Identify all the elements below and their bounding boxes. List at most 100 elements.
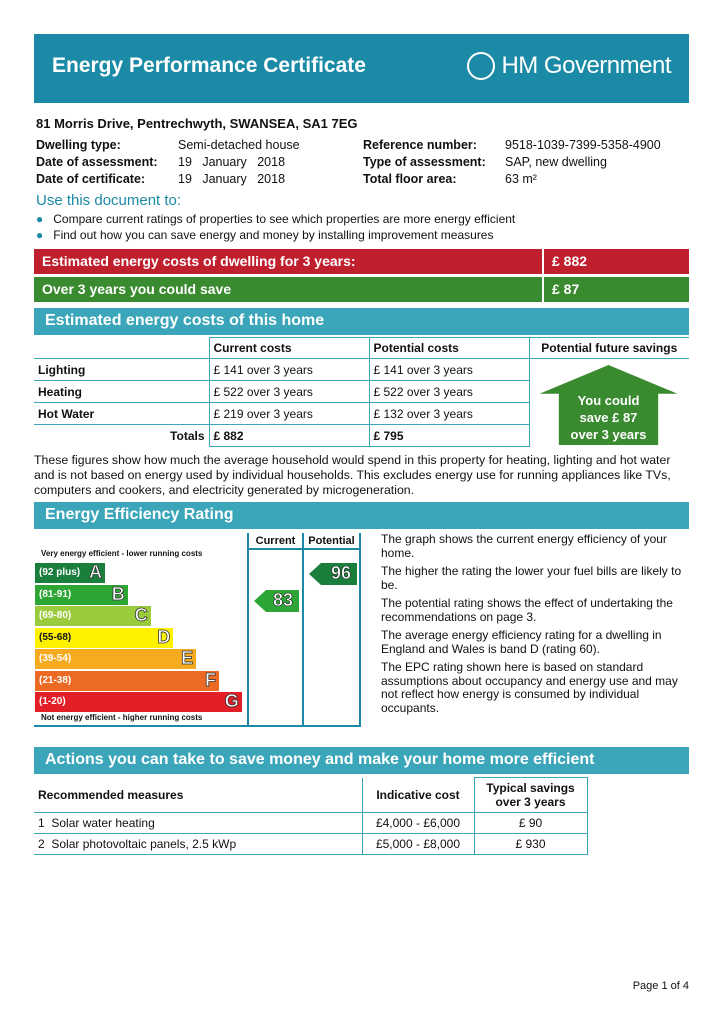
bullet-text: Find out how you can save energy and mon…	[53, 228, 494, 242]
row-label: Hot Water	[34, 402, 210, 425]
current-cost: £ 522 over 3 years	[208, 380, 370, 403]
band-letter: F	[205, 669, 217, 690]
energy-rating-chart: Current Potential Very energy efficient …	[34, 533, 364, 728]
band-letter: A	[89, 562, 103, 583]
section-heading-rating: Energy Efficiency Rating	[34, 502, 689, 529]
measure: Solar photovoltaic panels, 2.5 kWp	[51, 837, 237, 851]
details-right: Reference number: 9518-1039-7399-5358-490…	[363, 137, 661, 188]
header-potential: Potential costs	[368, 337, 530, 359]
detail-value: 19 January 2018	[178, 172, 286, 186]
explanation-text: The graph shows the current energy effic…	[381, 532, 667, 560]
rating-band-d: (55-68) D	[35, 626, 174, 648]
header-measures: Recommended measures	[34, 777, 363, 813]
indicative-cost: £4,000 - £6,000	[361, 812, 475, 834]
estimated-cost-bar: Estimated energy costs of dwelling for 3…	[34, 249, 689, 274]
total-current: £ 882	[208, 424, 370, 447]
hm-government-logo: HM Government	[467, 52, 671, 80]
bullet-icon: ●	[36, 228, 44, 242]
rating-explanation: The graph shows the current energy effic…	[381, 532, 691, 720]
detail-label: Date of assessment:	[36, 155, 158, 169]
badge-line: save £ 87	[579, 410, 638, 425]
header-blank	[34, 337, 210, 359]
potential-cost: £ 141 over 3 years	[368, 358, 530, 381]
explanation-text: The EPC rating shown here is based on st…	[381, 660, 678, 715]
details-left: Dwelling type: Semi-detached house Date o…	[36, 137, 300, 188]
band-letter: D	[157, 626, 171, 647]
rating-band-e: (39-54) E	[35, 648, 197, 669]
band-letter: E	[181, 648, 194, 669]
band-range: (81-91)	[39, 588, 72, 600]
row-label: Heating	[34, 380, 210, 403]
divider	[302, 533, 304, 726]
row-number: 1	[38, 816, 45, 830]
band-range: (21-38)	[39, 674, 72, 686]
current-rating-arrow: 83	[254, 590, 299, 612]
header-current: Current costs	[208, 337, 370, 359]
band-letter: G	[224, 691, 239, 712]
bar-label: Over 3 years you could save	[34, 277, 544, 302]
detail-label: Type of assessment:	[363, 155, 486, 169]
potential-cost: £ 132 over 3 years	[368, 402, 530, 425]
bullet-item: ● Find out how you can save energy and mo…	[36, 228, 493, 242]
row-number: 2	[38, 837, 45, 851]
current-rating: 83	[272, 590, 294, 610]
header-savings: Potential future savings	[528, 337, 689, 359]
rating-band-f: (21-38) F	[35, 669, 219, 691]
current-cost: £ 219 over 3 years	[208, 402, 370, 425]
detail-value: Semi-detached house	[178, 138, 300, 152]
potential-rating-arrow: 96	[309, 563, 357, 585]
band-range: (55-68)	[39, 631, 72, 643]
section-heading-actions: Actions you can take to save money and m…	[34, 747, 689, 774]
top-note: Very energy efficient - lower running co…	[41, 549, 203, 558]
table-row: Lighting £ 141 over 3 years £ 141 over 3 y…	[34, 358, 689, 447]
section-heading-costs: Estimated energy costs of this home	[34, 308, 689, 335]
use-heading: Use this document to:	[36, 192, 182, 209]
logo-text: HM Government	[501, 52, 671, 79]
savings-house-badge: You could save £ 87 over 3 years	[539, 365, 678, 445]
explanation-text: The higher the rating the lower your fue…	[381, 564, 682, 592]
band-range: (39-54)	[39, 653, 72, 664]
header-cost: Indicative cost	[361, 777, 475, 813]
detail-label: Date of certificate:	[36, 172, 146, 186]
detail-value: SAP, new dwelling	[505, 155, 607, 169]
badge-line: over 3 years	[570, 427, 647, 442]
column-potential: Potential	[308, 535, 355, 547]
bullet-item: ● Compare current ratings of properties t…	[36, 212, 515, 226]
typical-saving: £ 930	[473, 833, 588, 855]
energy-costs-table: Current costs Potential costs Potential fu…	[34, 337, 689, 447]
page-title: Energy Performance Certificate	[52, 54, 366, 77]
band-letter: B	[111, 583, 125, 604]
page-number: Page 1 of 4	[632, 980, 689, 992]
bar-value: £ 882	[552, 253, 588, 269]
detail-label: Reference number:	[363, 138, 477, 152]
totals-label: Totals	[34, 424, 210, 447]
indicative-cost: £5,000 - £8,000	[361, 833, 475, 855]
current-cost: £ 141 over 3 years	[208, 358, 370, 381]
savings-bar: Over 3 years you could save £ 87	[34, 277, 689, 302]
potential-rating: 96	[330, 563, 352, 583]
rating-band-a: (92 plus) A	[35, 562, 105, 583]
band-range: (1-20)	[39, 696, 66, 707]
costs-note: These figures show how much the average …	[34, 453, 671, 497]
rating-band-c: (69-80) C	[35, 605, 151, 626]
bullet-text: Compare current ratings of properties to…	[53, 212, 516, 226]
rating-band-g: (1-20) G	[35, 691, 242, 712]
measure: Solar water heating	[51, 816, 155, 830]
row-label: Lighting	[34, 358, 210, 381]
column-current: Current	[255, 535, 296, 547]
divider	[247, 548, 361, 550]
band-range: (69-80)	[39, 610, 72, 621]
divider	[359, 533, 361, 726]
detail-value: 9518-1039-7399-5358-4900	[505, 138, 661, 152]
potential-cost: £ 522 over 3 years	[368, 380, 530, 403]
explanation-text: The potential rating shows the effect of…	[381, 596, 673, 624]
bullet-icon: ●	[36, 212, 44, 226]
table-row: 2 Solar photovoltaic panels, 2.5 kWp £5,0…	[34, 833, 588, 855]
explanation-text: The average energy efficiency rating for…	[381, 628, 662, 656]
savings-badge-cell: You could save £ 87 over 3 years	[528, 358, 689, 447]
band-letter: C	[134, 605, 148, 626]
badge-line: You could	[577, 393, 640, 408]
detail-label: Total floor area:	[363, 172, 457, 186]
detail-value: 63 m²	[505, 172, 537, 186]
typical-saving: £ 90	[473, 812, 588, 834]
